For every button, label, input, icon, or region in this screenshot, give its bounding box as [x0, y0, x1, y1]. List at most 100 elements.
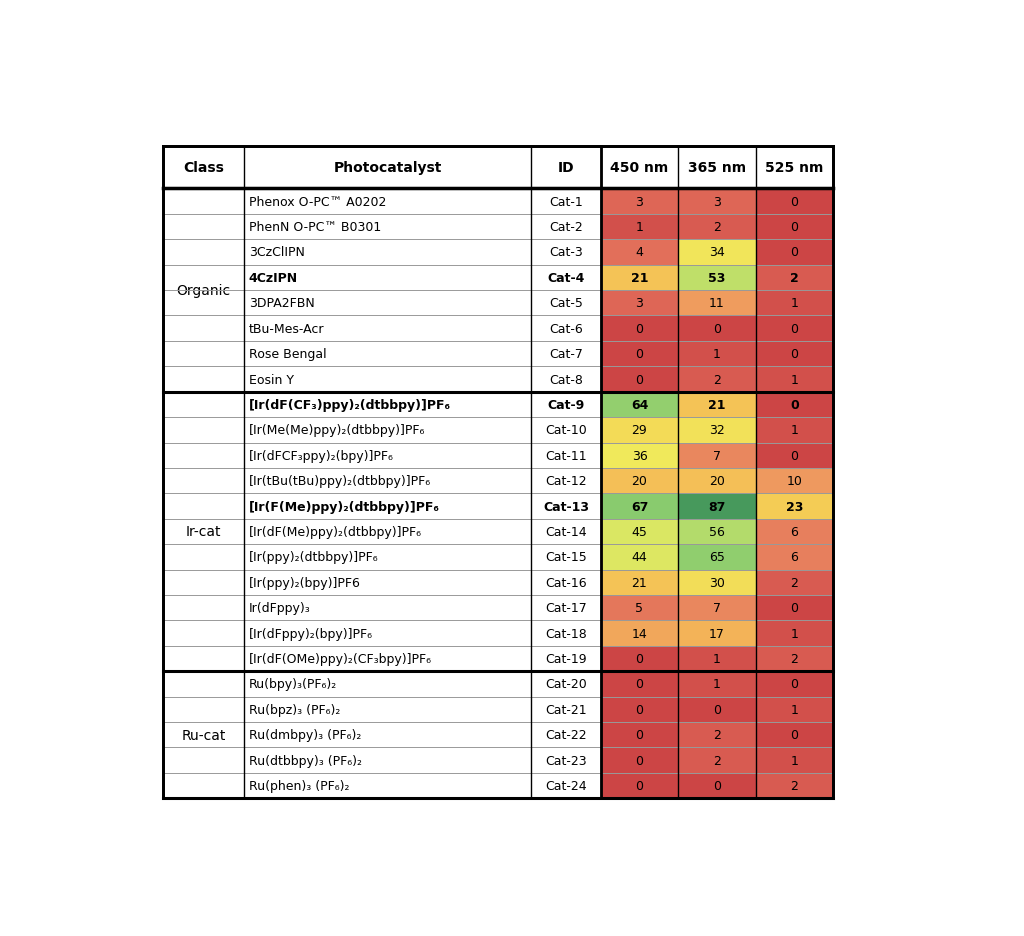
Text: 2: 2 — [791, 780, 799, 792]
Text: 21: 21 — [631, 271, 648, 285]
Bar — [756, 291, 834, 316]
Text: 1: 1 — [791, 373, 799, 387]
Text: 0: 0 — [713, 780, 721, 792]
Text: 21: 21 — [632, 577, 647, 589]
Text: 44: 44 — [632, 550, 647, 563]
Text: 34: 34 — [710, 246, 725, 259]
Text: Ru(dtbbpy)₃ (PF₆)₂: Ru(dtbbpy)₃ (PF₆)₂ — [249, 753, 361, 767]
Text: [Ir(dF(CF₃)ppy)₂(dtbbpy)]PF₆: [Ir(dF(CF₃)ppy)₂(dtbbpy)]PF₆ — [249, 399, 451, 412]
Text: 36: 36 — [632, 449, 647, 462]
Bar — [163, 494, 245, 519]
Text: 525 nm: 525 nm — [765, 161, 823, 175]
Bar — [601, 291, 678, 316]
Text: 1: 1 — [713, 652, 721, 665]
Bar — [678, 468, 756, 494]
Text: 67: 67 — [631, 500, 648, 513]
Text: 0: 0 — [636, 322, 643, 335]
Bar — [756, 646, 834, 671]
Text: [Ir(Me(Me)ppy)₂(dtbbpy)]PF₆: [Ir(Me(Me)ppy)₂(dtbbpy)]PF₆ — [249, 424, 425, 437]
Bar — [163, 266, 245, 291]
Bar — [245, 646, 531, 671]
Bar — [163, 417, 245, 443]
Bar — [163, 367, 245, 392]
Bar — [756, 214, 834, 240]
Bar — [245, 621, 531, 646]
Text: Cat-9: Cat-9 — [547, 399, 585, 412]
Text: 20: 20 — [709, 475, 725, 488]
Text: 56: 56 — [709, 525, 725, 538]
Text: 29: 29 — [632, 424, 647, 437]
Bar — [601, 443, 678, 468]
Text: 3DPA2FBN: 3DPA2FBN — [249, 297, 314, 310]
Text: Cat-20: Cat-20 — [545, 678, 587, 691]
Bar — [678, 240, 756, 266]
Text: Cat-23: Cat-23 — [545, 753, 587, 767]
Bar — [531, 671, 601, 697]
Text: 2: 2 — [791, 577, 799, 589]
Bar — [245, 342, 531, 367]
Bar — [531, 266, 601, 291]
Bar — [601, 595, 678, 621]
Text: Rose Bengal: Rose Bengal — [249, 348, 327, 360]
Bar — [678, 697, 756, 723]
Bar — [245, 545, 531, 570]
Bar — [163, 773, 245, 798]
Bar — [601, 671, 678, 697]
Bar — [163, 147, 245, 189]
Bar — [245, 189, 531, 214]
Text: [Ir(tBu(tBu)ppy)₂(dtbbpy)]PF₆: [Ir(tBu(tBu)ppy)₂(dtbbpy)]PF₆ — [249, 475, 431, 488]
Text: Cat-6: Cat-6 — [549, 322, 583, 335]
Bar — [531, 545, 601, 570]
Bar — [678, 189, 756, 214]
Bar — [756, 595, 834, 621]
Text: 1: 1 — [791, 753, 799, 767]
Text: 4: 4 — [636, 246, 643, 259]
Bar — [531, 214, 601, 240]
Bar — [245, 240, 531, 266]
Bar — [531, 443, 601, 468]
Bar — [163, 748, 245, 773]
Bar — [601, 214, 678, 240]
Bar — [245, 595, 531, 621]
Bar — [245, 697, 531, 723]
Bar — [163, 468, 245, 494]
Text: tBu-Mes-Acr: tBu-Mes-Acr — [249, 322, 325, 335]
Text: [Ir(ppy)₂(bpy)]PF6: [Ir(ppy)₂(bpy)]PF6 — [249, 577, 360, 589]
Text: 0: 0 — [636, 703, 643, 716]
Text: Cat-21: Cat-21 — [545, 703, 587, 716]
Text: Cat-4: Cat-4 — [547, 271, 585, 285]
Text: Cat-17: Cat-17 — [545, 602, 587, 615]
Bar — [531, 595, 601, 621]
Bar — [163, 646, 245, 671]
Text: 30: 30 — [709, 577, 725, 589]
Text: 0: 0 — [636, 753, 643, 767]
Text: Ir-cat: Ir-cat — [185, 525, 221, 539]
Bar — [601, 545, 678, 570]
Bar — [245, 773, 531, 798]
Bar — [601, 468, 678, 494]
Text: 2: 2 — [791, 652, 799, 665]
Bar — [756, 443, 834, 468]
Bar — [756, 147, 834, 189]
Bar — [678, 392, 756, 417]
Bar — [678, 214, 756, 240]
Text: Cat-13: Cat-13 — [543, 500, 589, 513]
Text: 0: 0 — [791, 449, 799, 462]
Bar — [163, 214, 245, 240]
Text: Cat-15: Cat-15 — [545, 550, 587, 563]
Text: 2: 2 — [713, 728, 721, 741]
Bar — [245, 392, 531, 417]
Text: 1: 1 — [713, 348, 721, 360]
Bar — [756, 570, 834, 595]
Text: Cat-8: Cat-8 — [549, 373, 583, 387]
Text: Ru(phen)₃ (PF₆)₂: Ru(phen)₃ (PF₆)₂ — [249, 780, 349, 792]
Text: 5: 5 — [636, 602, 643, 615]
Bar — [163, 342, 245, 367]
Bar — [163, 570, 245, 595]
Bar — [601, 621, 678, 646]
Bar — [756, 494, 834, 519]
Text: 0: 0 — [791, 246, 799, 259]
Bar — [531, 494, 601, 519]
Bar — [531, 519, 601, 545]
Text: Ru(bpy)₃(PF₆)₂: Ru(bpy)₃(PF₆)₂ — [249, 678, 337, 691]
